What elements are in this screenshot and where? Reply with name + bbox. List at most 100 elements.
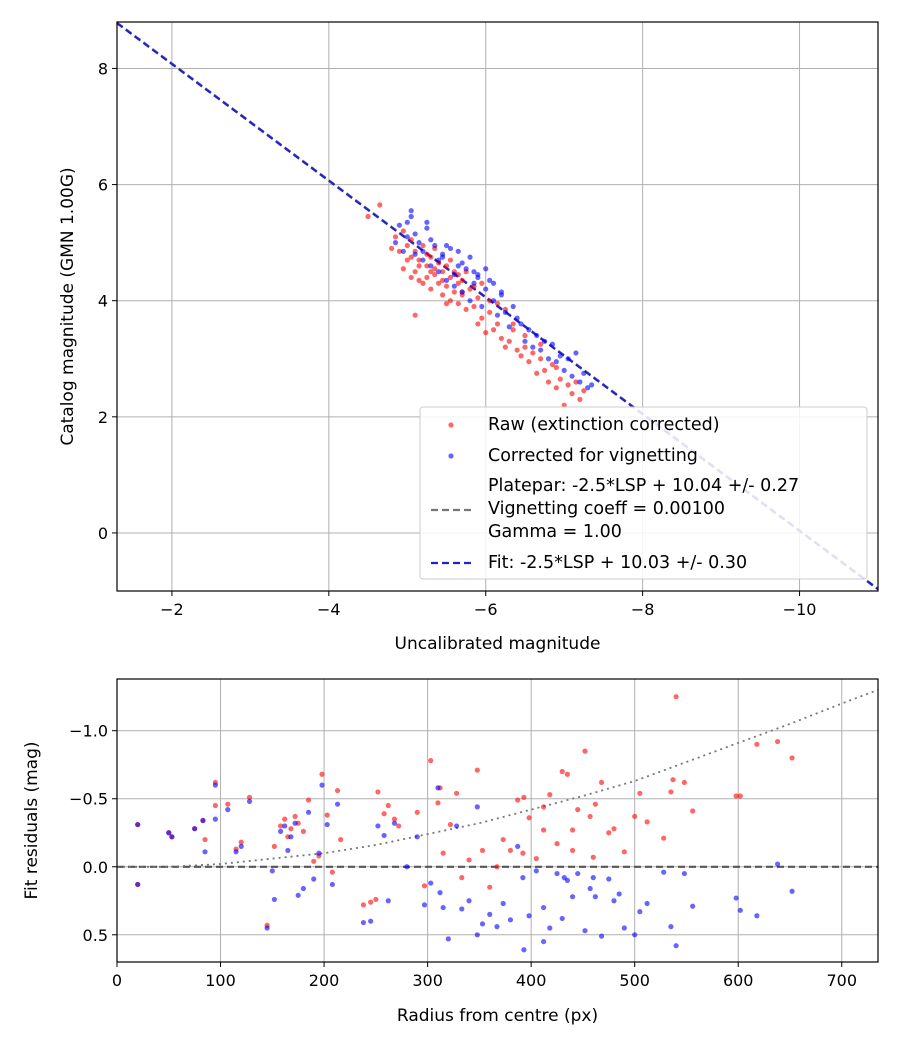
top-point — [506, 338, 512, 344]
bottom-point — [611, 826, 617, 832]
top-point — [428, 286, 434, 292]
bottom-point — [300, 885, 306, 892]
bottom-point — [673, 694, 679, 700]
bottom-point — [632, 813, 638, 820]
top-fit-line — [116, 22, 879, 591]
bottom-point — [246, 794, 253, 800]
bottom-lines — [117, 689, 879, 868]
bottom-point — [324, 812, 330, 818]
bottom-y-axis-title: Fit residuals (mag) — [22, 742, 42, 900]
top-point — [443, 242, 450, 249]
top-point — [416, 257, 422, 263]
bottom-point — [324, 821, 330, 828]
top-point — [388, 245, 395, 252]
bottom-point — [212, 816, 218, 822]
top-point — [490, 327, 497, 333]
top-point — [408, 274, 414, 281]
top-point — [494, 300, 501, 307]
top-point — [569, 390, 575, 397]
top-y-tick-label: 4 — [98, 292, 108, 311]
bottom-point — [311, 858, 317, 864]
bottom-point — [368, 899, 374, 905]
top-point — [498, 289, 505, 295]
top-point — [420, 257, 426, 263]
bottom-point — [533, 868, 539, 874]
bottom-point — [500, 836, 506, 843]
top-point — [443, 300, 450, 307]
bottom-x-axis-title: Radius from centre (px) — [397, 1006, 598, 1026]
legend-label-vignetting: Vignetting coeff = 0.00100 — [488, 499, 725, 519]
top-point — [522, 338, 528, 344]
bottom-point — [391, 816, 398, 822]
top-point — [510, 303, 516, 310]
top-y-axis-title: Catalog magnitude (GMN 1.00G) — [58, 167, 78, 445]
top-point — [534, 370, 540, 376]
bottom-point — [670, 777, 676, 783]
bottom-point — [487, 884, 493, 890]
bottom-point — [540, 827, 547, 833]
bottom-point — [192, 826, 198, 832]
top-y-tick-label: 6 — [98, 176, 108, 195]
bottom-point — [202, 836, 208, 843]
top-point — [443, 283, 450, 289]
top-point — [455, 248, 461, 254]
bottom-point — [292, 813, 298, 820]
bottom-point — [135, 821, 141, 828]
bottom-point — [494, 924, 500, 930]
bottom-point — [661, 835, 667, 841]
bottom-point — [587, 813, 593, 820]
top-point — [455, 300, 461, 307]
bottom-point — [561, 875, 567, 881]
top-point — [494, 312, 501, 318]
bottom-point — [282, 823, 288, 829]
top-point — [416, 240, 422, 246]
top-point — [447, 257, 454, 263]
bottom-point — [690, 808, 696, 814]
bottom-point — [521, 947, 527, 953]
bottom-point — [319, 771, 325, 777]
bottom-point — [421, 902, 428, 908]
bottom-points — [135, 694, 795, 953]
bottom-point — [632, 932, 638, 938]
top-y-tick-label: 8 — [98, 59, 108, 78]
top-point — [573, 379, 579, 385]
top-point — [479, 315, 485, 321]
top-point — [432, 271, 438, 278]
top-x-tick-label: −8 — [631, 600, 655, 619]
bottom-point — [391, 820, 398, 826]
bottom-point — [668, 789, 674, 795]
top-point — [545, 356, 552, 362]
bottom-point — [414, 809, 420, 815]
top-point — [424, 251, 430, 257]
top-point — [557, 376, 563, 382]
bottom-point — [277, 828, 284, 834]
bottom-point — [526, 913, 532, 919]
bottom-chart: 0 100 200 300 400 500 600 700 0.5 0.0 −0.5 −1.0 Rad… — [22, 678, 879, 1026]
top-point — [534, 332, 540, 339]
top-point — [467, 286, 473, 292]
top-point — [436, 257, 442, 263]
bottom-point — [621, 849, 627, 855]
bottom-point — [681, 870, 687, 877]
top-x-tick-label: −2 — [160, 600, 184, 619]
bottom-point — [238, 839, 244, 845]
bottom-point — [547, 925, 553, 931]
top-point — [443, 277, 450, 283]
bottom-point — [637, 909, 643, 915]
bottom-point — [166, 830, 172, 836]
top-point — [526, 327, 532, 333]
top-point — [459, 277, 465, 283]
bottom-point — [271, 843, 277, 849]
bottom-y-tick-label: 0.5 — [83, 926, 108, 945]
top-point — [404, 219, 410, 225]
bottom-point — [396, 823, 402, 829]
bottom-point — [445, 936, 451, 942]
top-point — [392, 234, 399, 240]
bottom-point — [454, 823, 460, 829]
legend-label-raw: Raw (extinction corrected) — [488, 415, 720, 435]
top-point — [447, 245, 454, 252]
top-point — [526, 359, 532, 365]
top-point — [424, 274, 430, 281]
bottom-point — [637, 790, 643, 796]
